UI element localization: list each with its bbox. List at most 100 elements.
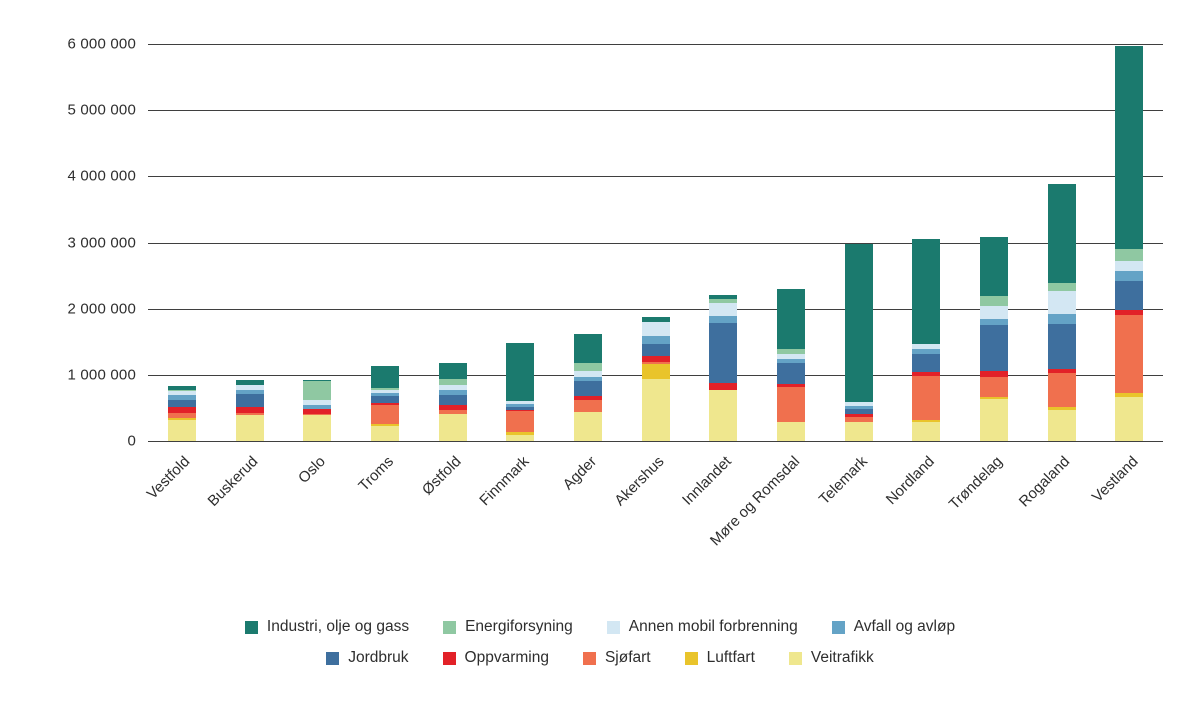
bar-segment[interactable] [438, 390, 467, 395]
bar-segment[interactable] [1115, 261, 1144, 271]
bar-segment[interactable] [1115, 314, 1144, 393]
bar-segment[interactable] [303, 409, 332, 415]
bar-segment[interactable] [844, 405, 873, 409]
legend-item-avfall-og-avløp[interactable]: Avfall og avløp [831, 618, 955, 636]
bar-segment[interactable] [979, 396, 1008, 400]
bar-segment[interactable] [370, 424, 399, 427]
bar-segment[interactable] [979, 295, 1008, 307]
bar-segment[interactable] [912, 343, 941, 350]
bar-segment[interactable] [370, 396, 399, 403]
bar-segment[interactable] [303, 414, 332, 441]
bar-segment[interactable] [1047, 291, 1076, 315]
legend-item-industri-olje-og-gass[interactable]: Industri, olje og gass [244, 618, 409, 636]
legend-item-oppvarming[interactable]: Oppvarming [442, 649, 549, 667]
bar-segment[interactable] [573, 370, 602, 377]
bar-segment[interactable] [506, 410, 535, 433]
bar-segment[interactable] [167, 419, 196, 441]
bar-segment[interactable] [776, 383, 805, 387]
bar-segment[interactable] [438, 409, 467, 414]
bar-segment[interactable] [167, 418, 196, 420]
bar-segment[interactable] [709, 303, 738, 316]
bar-segment[interactable] [776, 353, 805, 359]
bar-segment[interactable] [235, 390, 264, 395]
legend-item-veitrafikk[interactable]: Veitrafikk [788, 649, 874, 667]
bar-segment[interactable] [1115, 45, 1144, 249]
bar-segment[interactable] [573, 412, 602, 441]
bar-segment[interactable] [1047, 406, 1076, 410]
bar-segment[interactable] [167, 399, 196, 408]
bar-segment[interactable] [1115, 310, 1144, 315]
bar-segment[interactable] [979, 306, 1008, 319]
legend-item-sjøfart[interactable]: Sjøfart [582, 649, 651, 667]
bar-segment[interactable] [912, 353, 941, 373]
bar-segment[interactable] [573, 395, 602, 400]
bar-segment[interactable] [438, 379, 467, 386]
bar-segment[interactable] [235, 394, 264, 407]
bar-segment[interactable] [370, 402, 399, 406]
bar-segment[interactable] [709, 315, 738, 324]
bar-segment[interactable] [641, 363, 670, 379]
bar-segment[interactable] [912, 238, 941, 344]
bar-segment[interactable] [641, 335, 670, 345]
bar-segment[interactable] [912, 422, 941, 441]
bar-segment[interactable] [979, 399, 1008, 441]
bar-segment[interactable] [844, 408, 873, 414]
bar-segment[interactable] [709, 389, 738, 441]
bar-segment[interactable] [1047, 324, 1076, 369]
bar-segment[interactable] [776, 386, 805, 422]
bar-segment[interactable] [506, 432, 535, 435]
bar-segment[interactable] [979, 237, 1008, 296]
bar-segment[interactable] [370, 387, 399, 390]
legend-item-annen-mobil-forbrenning[interactable]: Annen mobil forbrenning [606, 618, 798, 636]
bar-segment[interactable] [235, 385, 264, 391]
bar-segment[interactable] [912, 349, 941, 354]
bar-segment[interactable] [438, 404, 467, 410]
bar-segment[interactable] [776, 358, 805, 363]
bar-segment[interactable] [641, 378, 670, 441]
bar-segment[interactable] [370, 405, 399, 425]
bar-segment[interactable] [573, 376, 602, 382]
bar-segment[interactable] [844, 243, 873, 402]
bar-segment[interactable] [438, 362, 467, 380]
bar-segment[interactable] [303, 404, 332, 409]
bar-segment[interactable] [506, 401, 535, 404]
legend-item-jordbruk[interactable]: Jordbruk [326, 649, 409, 667]
bar-segment[interactable] [1047, 282, 1076, 292]
bar-segment[interactable] [641, 356, 670, 362]
bar-segment[interactable] [776, 349, 805, 354]
bar-segment[interactable] [1047, 183, 1076, 283]
bar-segment[interactable] [776, 421, 805, 441]
bar-segment[interactable] [641, 344, 670, 357]
bar-segment[interactable] [979, 324, 1008, 372]
bar-segment[interactable] [438, 385, 467, 391]
bar-segment[interactable] [844, 413, 873, 417]
bar-segment[interactable] [844, 401, 873, 406]
bar-segment[interactable] [235, 412, 264, 415]
bar-segment[interactable] [912, 372, 941, 377]
bar-segment[interactable] [1047, 368, 1076, 374]
bar-segment[interactable] [776, 362, 805, 384]
bar-segment[interactable] [979, 376, 1008, 397]
bar-segment[interactable] [235, 414, 264, 441]
bar-segment[interactable] [776, 288, 805, 350]
bar-segment[interactable] [912, 376, 941, 420]
bar-segment[interactable] [506, 407, 535, 410]
bar-segment[interactable] [709, 383, 738, 390]
bar-segment[interactable] [641, 321, 670, 336]
bar-segment[interactable] [438, 413, 467, 441]
bar-segment[interactable] [370, 365, 399, 388]
bar-segment[interactable] [1047, 314, 1076, 325]
bar-segment[interactable] [573, 363, 602, 371]
bar-segment[interactable] [979, 318, 1008, 325]
bar-segment[interactable] [641, 316, 670, 322]
bar-segment[interactable] [844, 422, 873, 441]
bar-segment[interactable] [235, 406, 264, 413]
legend-item-energiforsyning[interactable]: Energiforsyning [443, 618, 573, 636]
bar-segment[interactable] [1047, 409, 1076, 441]
bar-segment[interactable] [573, 399, 602, 413]
bar-segment[interactable] [167, 412, 196, 419]
bar-segment[interactable] [303, 414, 332, 415]
bar-segment[interactable] [1115, 280, 1144, 311]
bar-segment[interactable] [167, 407, 196, 413]
bar-segment[interactable] [573, 333, 602, 364]
